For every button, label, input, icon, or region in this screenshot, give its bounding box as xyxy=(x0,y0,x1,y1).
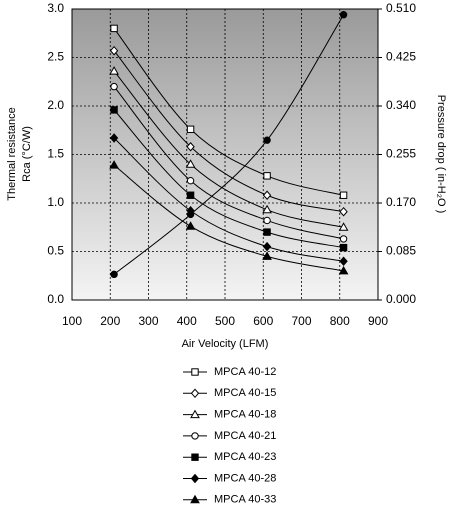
marker xyxy=(263,228,271,236)
marker xyxy=(191,453,199,461)
y-tick-label: 2.5 xyxy=(47,50,64,64)
legend-label: MPCA 40-28 xyxy=(214,472,276,484)
marker xyxy=(339,191,348,199)
legend-label: MPCA 40-18 xyxy=(214,409,276,421)
marker xyxy=(338,222,349,231)
y2-tick-label: 0.425 xyxy=(386,50,416,64)
legend-label: MPCA 40-21 xyxy=(214,430,276,442)
legend-label: MPCA 40-23 xyxy=(214,451,276,463)
y-tick-label: 3.0 xyxy=(47,1,64,15)
x-tick-label: 800 xyxy=(330,314,350,328)
marker xyxy=(339,206,348,217)
x-tick-label: 600 xyxy=(253,314,273,328)
y-tick-label: 1.5 xyxy=(47,147,64,161)
marker xyxy=(186,210,195,219)
legend-label: MPCA 40-12 xyxy=(214,366,276,378)
marker xyxy=(109,66,119,75)
marker xyxy=(339,11,348,19)
x-tick-label: 900 xyxy=(368,314,388,328)
legend-label: MPCA 40-15 xyxy=(214,387,276,399)
marker xyxy=(185,221,196,230)
marker xyxy=(109,133,119,143)
marker xyxy=(263,172,271,180)
marker xyxy=(110,24,118,33)
y2-axis-label: Pressure drop ( in-H₂O ) xyxy=(435,95,447,214)
marker xyxy=(186,141,195,152)
x-tick-label: 200 xyxy=(100,314,120,328)
legend-label: MPCA 40-33 xyxy=(214,494,276,506)
x-tick-label: 500 xyxy=(215,314,235,328)
marker xyxy=(109,45,119,56)
series-line xyxy=(113,14,345,275)
y2-tick-label: 0.255 xyxy=(386,147,416,161)
y-axis-label: Thermal resistance xyxy=(6,107,18,201)
marker xyxy=(262,204,272,214)
marker xyxy=(338,265,349,275)
marker xyxy=(262,241,272,252)
marker xyxy=(190,388,200,399)
marker xyxy=(110,270,118,279)
y2-tick-label: 0.170 xyxy=(386,195,416,209)
marker xyxy=(339,243,348,252)
marker xyxy=(190,494,200,504)
marker xyxy=(185,159,196,168)
x-tick-label: 100 xyxy=(62,314,82,328)
marker xyxy=(191,432,199,440)
marker xyxy=(110,82,118,91)
marker xyxy=(339,256,348,266)
marker xyxy=(262,251,272,260)
marker xyxy=(263,216,271,225)
marker xyxy=(339,235,348,243)
series-line xyxy=(113,50,344,213)
y-tick-label: 0.0 xyxy=(47,292,64,306)
x-tick-label: 700 xyxy=(291,314,311,328)
y2-tick-label: 0.000 xyxy=(386,292,416,306)
marker xyxy=(186,176,195,185)
x-axis-label: Air Velocity (LFM) xyxy=(182,338,269,350)
series-line xyxy=(113,70,344,228)
y-tick-label: 2.0 xyxy=(47,98,64,112)
y2-tick-label: 0.510 xyxy=(386,1,416,15)
y-tick-label: 0.5 xyxy=(47,244,64,258)
series-line xyxy=(113,28,344,196)
marker xyxy=(262,190,272,200)
series-line xyxy=(113,86,344,240)
marker xyxy=(186,125,195,133)
marker xyxy=(186,191,195,199)
y2-tick-label: 0.085 xyxy=(386,244,416,258)
y-axis-label: Rca (°C/W) xyxy=(21,126,33,182)
marker xyxy=(109,160,119,169)
series-line xyxy=(113,137,344,262)
series-line xyxy=(113,164,344,272)
x-tick-label: 300 xyxy=(138,314,158,328)
marker xyxy=(190,473,200,484)
series-line xyxy=(113,109,344,249)
x-tick-label: 400 xyxy=(177,314,197,328)
marker xyxy=(263,136,271,144)
y2-tick-label: 0.340 xyxy=(386,98,416,112)
marker xyxy=(191,368,199,376)
marker xyxy=(110,106,118,114)
y-tick-label: 1.0 xyxy=(47,195,64,209)
marker xyxy=(190,409,200,419)
